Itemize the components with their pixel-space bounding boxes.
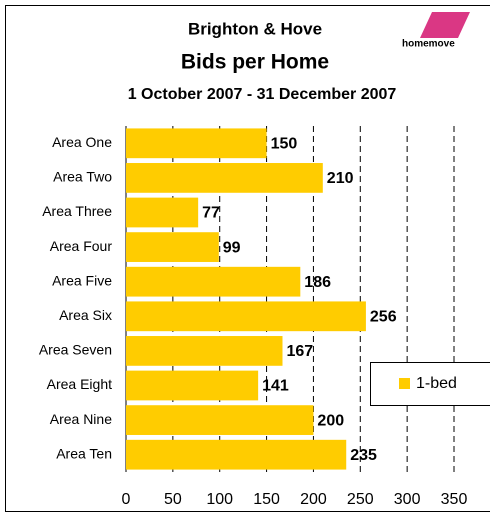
chart-frame [5, 5, 490, 512]
y-tick-label: Area Four [50, 238, 113, 254]
x-tick-label: 300 [394, 491, 421, 508]
y-tick-label: Area Six [59, 307, 112, 323]
value-label: 77 [202, 205, 220, 222]
x-tick-label: 50 [164, 491, 182, 508]
logo-mark [420, 12, 470, 38]
x-tick-label: 250 [347, 491, 374, 508]
y-tick-label: Area Nine [50, 411, 112, 427]
bar [126, 439, 347, 470]
bar [126, 197, 199, 228]
bar [126, 163, 323, 193]
value-label: 150 [271, 136, 298, 153]
y-tick-label: Area Eight [47, 376, 112, 392]
x-tick-label: 200 [300, 491, 327, 508]
bar [126, 405, 314, 435]
y-tick-label: Area Five [52, 272, 112, 288]
value-label: 141 [262, 378, 289, 395]
bar [126, 232, 219, 262]
date-range: 1 October 2007 - 31 December 2007 [128, 86, 397, 103]
legend-box [370, 362, 490, 406]
value-label: 200 [317, 412, 344, 429]
y-tick-label: Area Seven [39, 342, 112, 358]
chart-title: Brighton & Hove [188, 19, 322, 38]
x-tick-label: 350 [441, 491, 468, 508]
value-label: 167 [287, 343, 314, 360]
chart-subtitle: Bids per Home [181, 51, 329, 74]
bar [126, 370, 259, 401]
x-tick-label: 0 [122, 491, 131, 508]
y-tick-label: Area Two [53, 169, 112, 185]
bar [126, 301, 366, 332]
legend-label: 1-bed [416, 375, 457, 392]
bar [126, 336, 283, 366]
legend-swatch [399, 378, 410, 389]
value-label: 235 [350, 447, 377, 464]
y-tick-label: Area Three [42, 203, 112, 219]
logo-text: homemove [402, 39, 455, 50]
value-label: 210 [327, 170, 354, 187]
bar [126, 128, 267, 159]
x-tick-label: 150 [253, 491, 280, 508]
bar [126, 266, 301, 297]
y-tick-label: Area One [52, 134, 112, 150]
value-label: 256 [370, 309, 397, 326]
value-label: 99 [223, 239, 241, 256]
y-tick-label: Area Ten [56, 445, 112, 461]
x-tick-label: 100 [206, 491, 233, 508]
value-label: 186 [304, 274, 331, 291]
logo: homemove [402, 12, 470, 50]
